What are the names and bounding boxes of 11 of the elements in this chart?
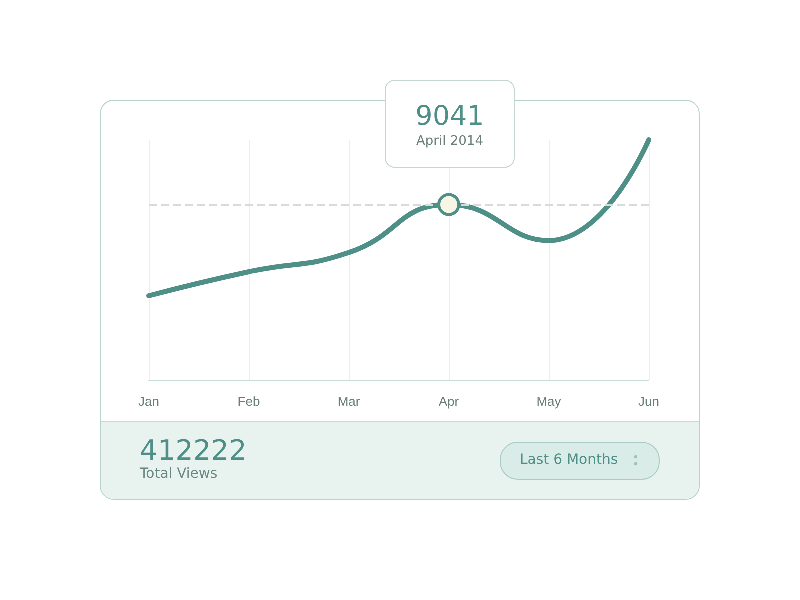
text: Last 6 Months (520, 452, 618, 468)
x-tick-label: Feb (238, 394, 260, 409)
x-tick-label: Jan (138, 394, 160, 409)
annotation: 9041 (414, 101, 486, 132)
x-tick-label: May (536, 394, 562, 409)
x-tick-label: Apr (438, 394, 460, 409)
x-tick-label: Mar (338, 394, 361, 409)
annotation: April 2014 (416, 134, 484, 149)
x-tick-label: Jun (638, 394, 660, 409)
text: Total Views (140, 466, 218, 482)
text: 412222 (140, 434, 247, 467)
